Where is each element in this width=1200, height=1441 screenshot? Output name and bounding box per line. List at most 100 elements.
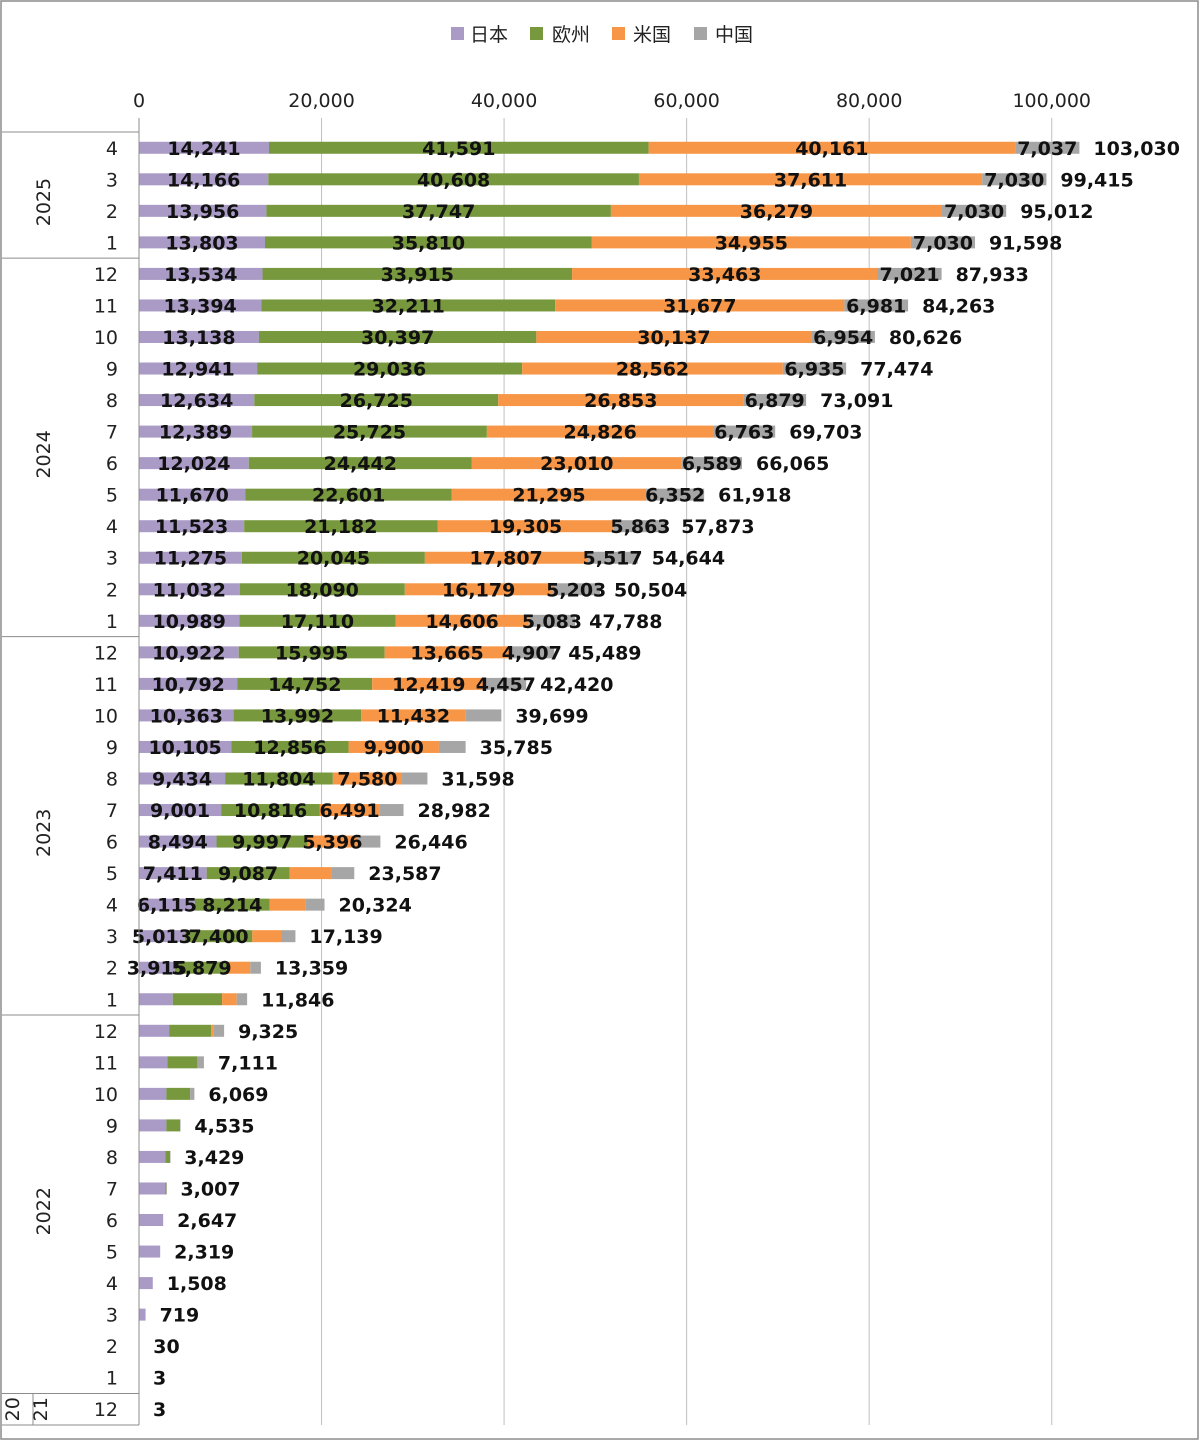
segment-value-label: 28,562 (616, 359, 689, 381)
bar-segment-usa (648, 141, 1016, 154)
segment-value-label: 4,457 (476, 674, 536, 696)
bar-segment-japan (139, 1245, 161, 1258)
bar-segment-japan (139, 425, 253, 438)
bar-segment-china (379, 804, 404, 817)
legend-label-china: 中国 (715, 24, 753, 46)
month-label: 5 (106, 1242, 118, 1264)
bar-segment-japan (139, 1150, 166, 1163)
bar-segment-japan (139, 961, 175, 974)
month-label: 2 (106, 579, 118, 601)
total-value-label: 47,788 (589, 611, 662, 633)
segment-value-label: 11,670 (156, 485, 229, 507)
bar-segment-europe (244, 520, 438, 533)
x-axis-ticks: 0 20,000 40,000 60,000 80,000 100,000 (133, 90, 1091, 112)
bar-segment-japan (139, 772, 226, 785)
bar-segment-china (646, 488, 705, 501)
month-label: 5 (106, 485, 118, 507)
month-label: 7 (106, 800, 118, 822)
total-value-label: 84,263 (922, 295, 995, 317)
month-label: 1 (106, 611, 118, 633)
total-value-label: 17,139 (309, 926, 382, 948)
bar-segment-usa (610, 204, 943, 217)
bar-segment-usa (591, 236, 911, 249)
bar-segment-china (1015, 141, 1080, 154)
segment-value-label: 7,030 (913, 232, 973, 254)
bar-segment-europe (231, 740, 349, 753)
segment-value-label: 21,295 (512, 485, 585, 507)
segment-value-label: 12,389 (159, 422, 232, 444)
month-label: 5 (106, 863, 118, 885)
bar-segment-china (438, 740, 466, 753)
bar-segment-japan (139, 677, 238, 690)
segment-value-label: 6,763 (714, 422, 774, 444)
segment-value-label: 9,434 (152, 769, 212, 791)
total-value-label: 61,918 (718, 485, 791, 507)
segment-value-label: 9,001 (150, 800, 210, 822)
bar-segment-china (743, 394, 807, 407)
month-label: 3 (106, 926, 118, 948)
segment-value-label: 7,021 (879, 264, 939, 286)
segment-value-label: 9,997 (232, 832, 292, 854)
category-axis: 4321121110987654321121110987654321121110… (2, 118, 140, 1426)
month-label: 10 (94, 1084, 118, 1106)
segment-value-label: 12,419 (392, 674, 465, 696)
bar-segment-japan (139, 614, 240, 627)
bar-segment-japan (139, 1119, 167, 1132)
legend-swatch-japan (451, 27, 464, 40)
bar-segment-usa (319, 804, 380, 817)
bar-segment-usa (372, 677, 486, 690)
bar-segment-japan (139, 1024, 170, 1037)
legend-label-usa: 米国 (633, 24, 671, 46)
segment-value-label: 33,463 (688, 264, 761, 286)
segment-value-label: 6,981 (846, 295, 906, 317)
x-tick-label: 0 (133, 90, 145, 112)
bar-segment-china (528, 614, 576, 627)
bar-segment-china (613, 520, 668, 533)
bar-segment-europe (254, 394, 499, 407)
bar-segment-china (213, 1024, 225, 1037)
bar-segment-japan (139, 236, 265, 249)
total-value-label: 20,324 (339, 895, 412, 917)
month-label: 12 (94, 1021, 118, 1043)
segment-value-label: 37,747 (402, 201, 475, 223)
month-label: 6 (106, 832, 118, 854)
segment-value-label: 14,241 (167, 138, 240, 160)
month-label: 8 (106, 769, 118, 791)
bar-segment-europe (252, 425, 487, 438)
bar-segment-japan (139, 867, 207, 880)
bar-segment-japan (139, 488, 246, 501)
bar-segment-japan (139, 583, 240, 596)
bar-segment-europe (206, 867, 290, 880)
bar-segment-china (197, 1056, 204, 1069)
x-tick-label: 80,000 (836, 90, 902, 112)
bar-segment-china (180, 1119, 181, 1132)
month-label: 1 (106, 232, 118, 254)
total-value-label: 69,703 (789, 422, 862, 444)
bars (139, 141, 1080, 1416)
bar-segment-europe (233, 709, 362, 722)
segment-value-label: 5,517 (583, 548, 643, 570)
year-label-part: 21 (30, 1397, 52, 1421)
segment-value-label: 13,992 (261, 705, 334, 727)
bar-segment-usa (424, 551, 588, 564)
month-label: 8 (106, 1147, 118, 1169)
segment-value-label: 13,138 (162, 327, 235, 349)
segment-value-label: 26,725 (340, 390, 413, 412)
bar-segment-japan (139, 898, 195, 911)
bar-segment-europe (166, 1087, 191, 1100)
bar-segment-europe (184, 930, 253, 943)
bar-segment-usa (228, 961, 251, 974)
bar-segment-china (357, 835, 381, 848)
segment-value-label: 6,115 (137, 895, 197, 917)
bar-segment-china (250, 961, 261, 974)
bar-segment-europe (237, 677, 373, 690)
legend: 日本 欧州 米国 中国 (451, 24, 753, 46)
bar-segment-europe (248, 457, 472, 470)
total-value-label: 57,873 (681, 516, 754, 538)
bar-segment-china (811, 330, 875, 343)
segment-value-label: 10,363 (150, 705, 223, 727)
bar-segment-china (877, 267, 942, 280)
segment-value-label: 18,090 (286, 579, 359, 601)
bar-segment-europe (264, 236, 592, 249)
